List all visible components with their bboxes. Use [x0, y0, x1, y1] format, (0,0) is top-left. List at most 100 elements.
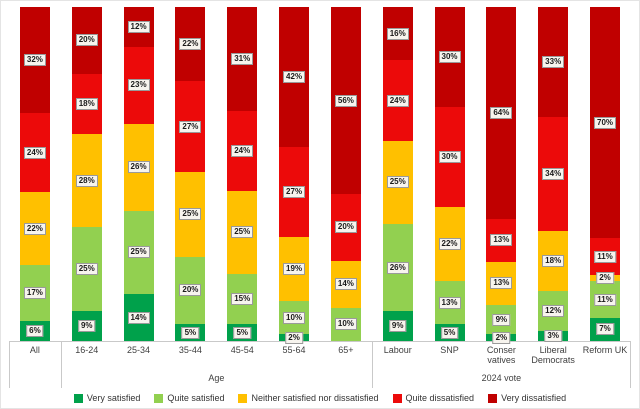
- segment-very-dissatisfied: 12%: [123, 7, 154, 48]
- segment-quite-satisfied: 12%: [538, 290, 569, 331]
- stacked-bar-25-34: 14% 25% 26% 23% 12%: [123, 7, 154, 341]
- segment-quite-satisfied: 25%: [123, 210, 154, 295]
- category-label-text: 55-64: [282, 345, 306, 355]
- legend-label: Neither satisfied nor dissatisfied: [251, 393, 379, 403]
- bar-column: 10% 14% 20% 56%: [320, 6, 372, 341]
- data-label: 34%: [542, 168, 565, 180]
- legend-item-neither-satisfied-nor-dissatisfied: Neither satisfied nor dissatisfied: [238, 393, 379, 403]
- plot-area: 6% 17% 22% 24% 32% 9% 25% 28% 18% 20% 14% 25% 26% 23%…: [9, 6, 631, 344]
- stacked-bar-all: 6% 17% 22% 24% 32%: [19, 7, 50, 341]
- segment-quite-satisfied: 20%: [175, 256, 206, 325]
- segment-very-satisfied: 2%: [486, 331, 517, 344]
- segment-quite-dissatisfied: 30%: [434, 107, 465, 208]
- data-label: 24%: [386, 94, 409, 107]
- segment-quite-dissatisfied: 27%: [175, 81, 206, 173]
- data-label: 22%: [179, 38, 202, 51]
- legend-label: Very satisfied: [86, 393, 141, 403]
- category-label-text: 16-24: [75, 345, 99, 355]
- axis-group-separator: [9, 341, 10, 388]
- x-axis-group-row: Age 2024 vote: [9, 341, 631, 388]
- data-label: 11%: [594, 250, 616, 263]
- category-label-liberal-democrats: Liberal Democrats: [527, 345, 579, 369]
- segment-quite-satisfied: 26%: [382, 224, 413, 311]
- segment-quite-dissatisfied: 13%: [486, 218, 517, 262]
- data-label: 25%: [231, 226, 254, 239]
- category-label-conser-vatives: Conser vatives: [475, 345, 527, 369]
- segment-very-dissatisfied: 33%: [538, 7, 569, 118]
- segment-very-satisfied: 7%: [590, 317, 621, 341]
- axis-group-separator: [371, 341, 373, 388]
- data-label: 28%: [75, 174, 98, 187]
- x-axis-category-labels: All 16-24 25-34 35-44 45-54 55-64 65+ Labour SNP…: [9, 345, 631, 369]
- data-label: 18%: [542, 254, 565, 267]
- segment-neither-satisfied-nor-dissatisfied: 25%: [382, 140, 413, 225]
- category-label-all: All: [9, 345, 61, 369]
- data-label: 6%: [26, 325, 44, 338]
- segment-quite-dissatisfied: 23%: [123, 47, 154, 124]
- data-label: 23%: [127, 79, 150, 92]
- data-label: 5%: [181, 326, 200, 339]
- stacked-bar-labour: 9% 26% 25% 24% 16%: [382, 7, 413, 341]
- data-label: 42%: [283, 71, 306, 84]
- segment-very-satisfied: 5%: [175, 324, 206, 341]
- category-label-text: All: [29, 345, 40, 355]
- stacked-bar-reform-uk: 7% 11% 2% 11% 70%: [590, 7, 621, 341]
- data-label: 30%: [438, 51, 461, 64]
- segment-quite-dissatisfied: 18%: [71, 73, 102, 134]
- category-label-text: Liberal Democrats: [531, 345, 575, 365]
- segment-quite-dissatisfied: 24%: [382, 60, 413, 141]
- bar-column: 5% 13% 22% 30% 30%: [424, 6, 476, 341]
- data-label: 26%: [127, 161, 150, 174]
- segment-neither-satisfied-nor-dissatisfied: 26%: [123, 123, 154, 211]
- stacked-bar-45-54: 5% 15% 25% 24% 31%: [227, 7, 258, 341]
- data-label: 56%: [334, 94, 357, 107]
- x-axis-line: [9, 341, 631, 342]
- segment-very-satisfied: 9%: [71, 310, 102, 341]
- legend-swatch-icon: [488, 393, 498, 403]
- data-label: 32%: [23, 53, 46, 66]
- segment-quite-satisfied: 10%: [279, 300, 310, 335]
- category-label-text: 25-34: [127, 345, 151, 355]
- bar-column: 6% 17% 22% 24% 32%: [9, 7, 61, 341]
- data-label: 70%: [594, 116, 617, 129]
- data-label: 25%: [75, 263, 98, 276]
- segment-very-satisfied: 9%: [382, 310, 413, 341]
- segment-very-satisfied: 6%: [19, 321, 50, 341]
- stacked-bar-conser-vatives: 2% 9% 13% 13% 64%: [486, 7, 517, 344]
- data-label: 5%: [233, 326, 251, 339]
- bar-column: 5% 20% 25% 27% 22%: [164, 7, 216, 341]
- data-label: 7%: [596, 323, 614, 336]
- bar-column: 7% 11% 2% 11% 70%: [579, 7, 631, 341]
- axis-group-separator: [60, 341, 62, 388]
- bar-column: 14% 25% 26% 23% 12%: [113, 7, 165, 341]
- segment-very-dissatisfied: 30%: [434, 6, 465, 108]
- stacked-bar-liberal-democrats: 3% 12% 18% 34% 33%: [538, 7, 569, 342]
- data-label: 11%: [594, 293, 616, 306]
- legend-swatch-icon: [154, 393, 164, 403]
- data-label: 24%: [231, 144, 254, 157]
- segment-neither-satisfied-nor-dissatisfied: 25%: [175, 172, 206, 257]
- category-label-45-54: 45-54: [216, 345, 268, 369]
- data-label: 20%: [334, 221, 357, 234]
- category-label-text: 45-54: [230, 345, 254, 355]
- segment-very-dissatisfied: 70%: [590, 7, 621, 239]
- segment-neither-satisfied-nor-dissatisfied: 22%: [434, 207, 465, 281]
- bar-column: 9% 26% 25% 24% 16%: [372, 7, 424, 341]
- segment-quite-satisfied: 15%: [227, 274, 258, 325]
- data-label: 33%: [542, 56, 565, 69]
- data-label: 26%: [386, 261, 409, 274]
- bar-column: 2% 9% 13% 13% 64%: [475, 7, 527, 344]
- legend: Very satisfied Quite satisfied Neither sat…: [1, 393, 639, 403]
- segment-quite-satisfied: 11%: [590, 281, 621, 318]
- segment-quite-satisfied: 9%: [486, 304, 517, 335]
- category-label-25-34: 25-34: [113, 345, 165, 369]
- data-label: 16%: [386, 27, 409, 40]
- data-label: 9%: [492, 313, 511, 326]
- data-label: 25%: [386, 176, 409, 189]
- bar-column: 3% 12% 18% 34% 33%: [527, 7, 579, 342]
- data-label: 14%: [127, 311, 150, 324]
- segment-quite-dissatisfied: 20%: [330, 194, 361, 261]
- legend-item-very-satisfied: Very satisfied: [73, 393, 141, 403]
- legend-swatch-icon: [73, 393, 83, 403]
